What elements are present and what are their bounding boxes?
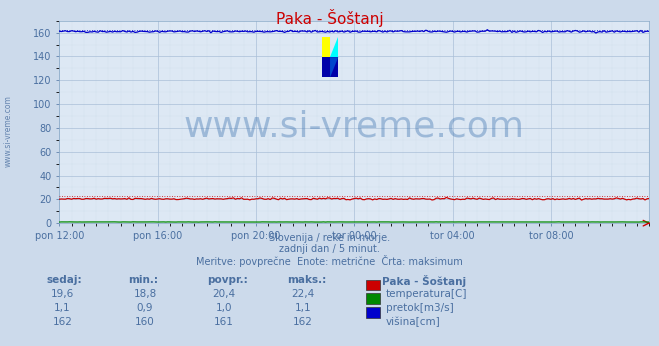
- Polygon shape: [330, 57, 338, 78]
- Text: sedaj:: sedaj:: [46, 275, 82, 285]
- Text: 162: 162: [53, 317, 72, 327]
- Text: Meritve: povprečne  Enote: metrične  Črta: maksimum: Meritve: povprečne Enote: metrične Črta:…: [196, 255, 463, 267]
- Text: zadnji dan / 5 minut.: zadnji dan / 5 minut.: [279, 244, 380, 254]
- Text: www.si-vreme.com: www.si-vreme.com: [184, 109, 525, 143]
- Text: Paka - Šoštanj: Paka - Šoštanj: [275, 9, 384, 27]
- Text: 162: 162: [293, 317, 313, 327]
- Text: 0,9: 0,9: [136, 303, 154, 313]
- Polygon shape: [330, 37, 338, 57]
- Text: povpr.:: povpr.:: [208, 275, 248, 285]
- Text: temperatura[C]: temperatura[C]: [386, 289, 467, 299]
- Text: 1,0: 1,0: [215, 303, 233, 313]
- Text: 160: 160: [135, 317, 155, 327]
- Text: 161: 161: [214, 317, 234, 327]
- Text: Slovenija / reke in morje.: Slovenija / reke in morje.: [269, 233, 390, 243]
- Text: Paka - Šoštanj: Paka - Šoštanj: [382, 275, 467, 287]
- Text: 1,1: 1,1: [54, 303, 71, 313]
- Text: 22,4: 22,4: [291, 289, 315, 299]
- Text: www.si-vreme.com: www.si-vreme.com: [4, 95, 13, 167]
- Text: pretok[m3/s]: pretok[m3/s]: [386, 303, 453, 313]
- Text: maks.:: maks.:: [287, 275, 326, 285]
- Text: višina[cm]: višina[cm]: [386, 317, 440, 327]
- Text: 19,6: 19,6: [51, 289, 74, 299]
- Text: 18,8: 18,8: [133, 289, 157, 299]
- Text: 20,4: 20,4: [212, 289, 236, 299]
- Text: min.:: min.:: [129, 275, 159, 285]
- Bar: [322, 57, 338, 78]
- Bar: [322, 37, 330, 57]
- Text: 1,1: 1,1: [295, 303, 312, 313]
